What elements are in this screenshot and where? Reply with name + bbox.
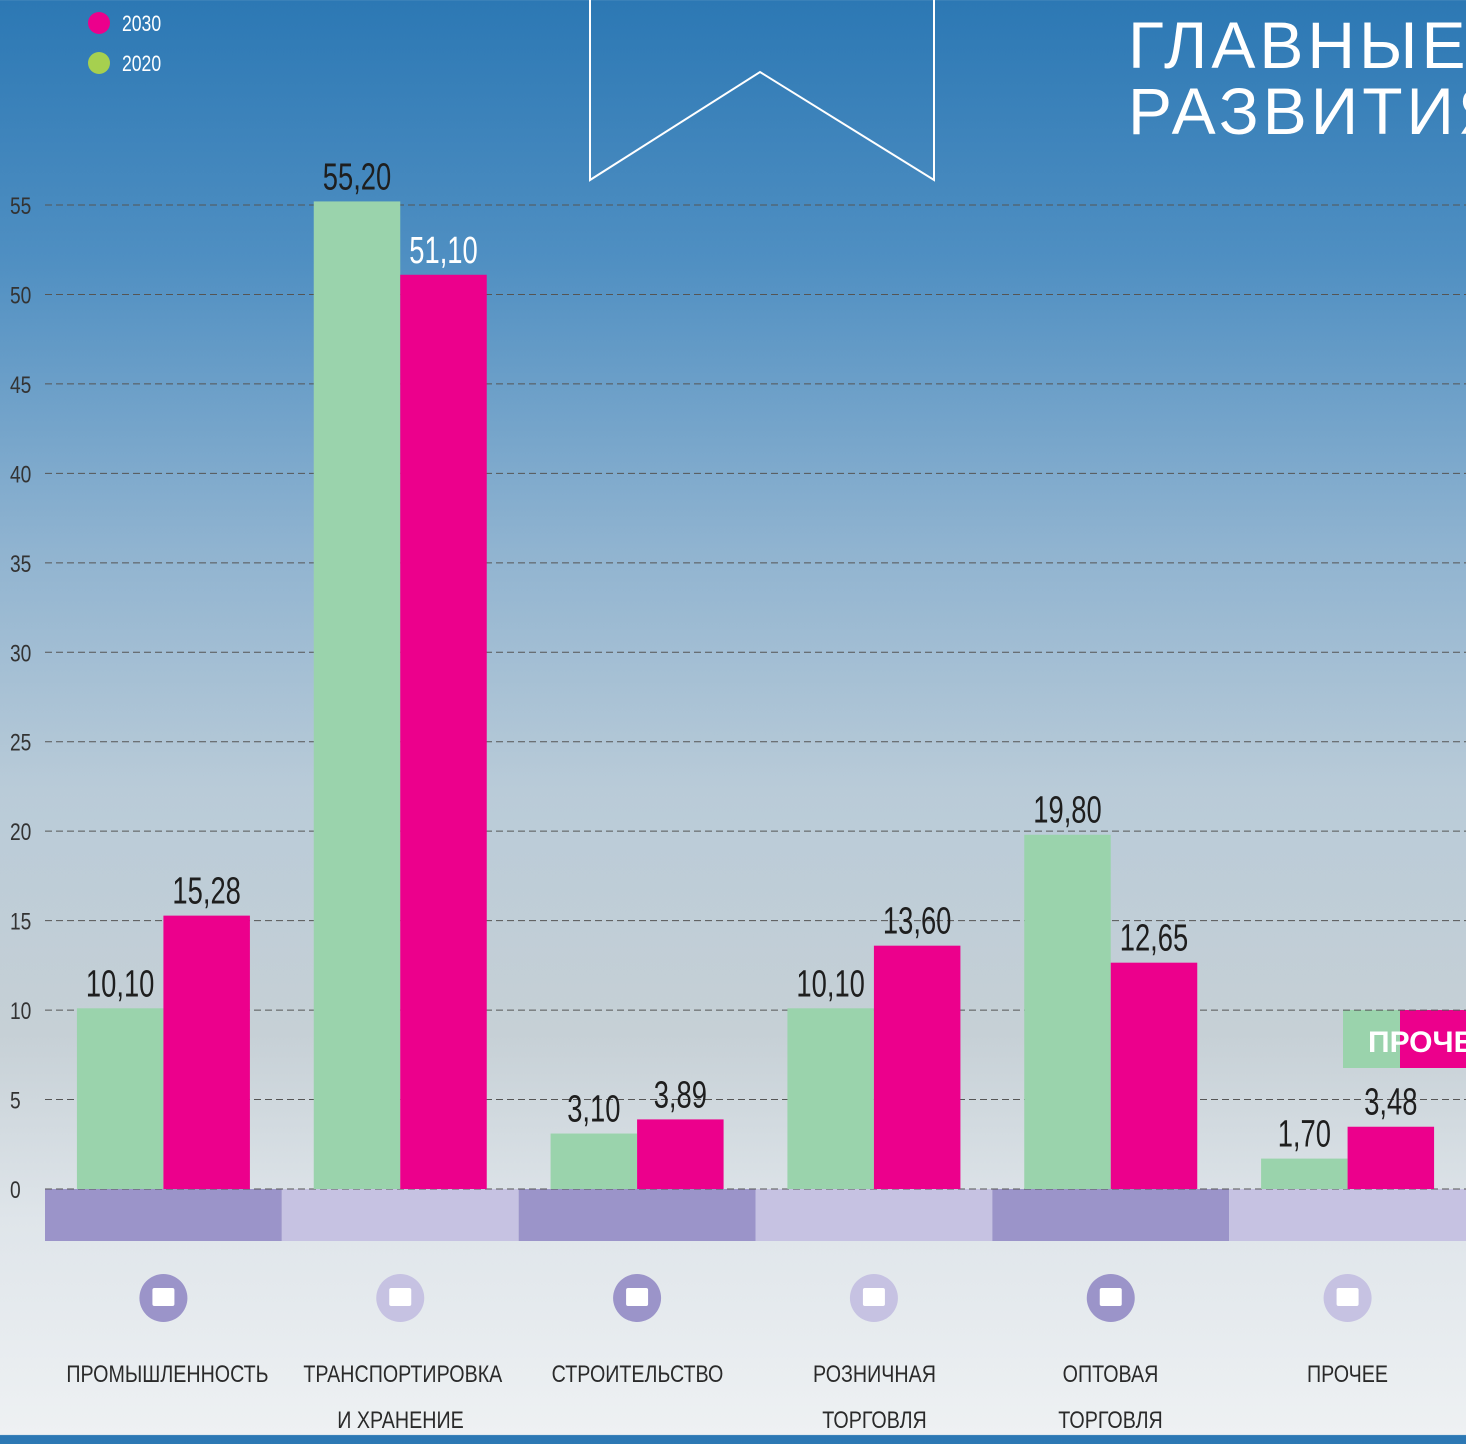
chart: ПРОЧЕЕ 0 5 10 15 20 25 30 35 40 45 50 55 10,10 55,20 3… [0,0,1466,1435]
value-label: 10,10 [86,963,154,1005]
category-icon-glyph [152,1288,174,1306]
category-strip [282,1189,519,1241]
page: ГЛАВНЫЕ РАЗВИТИЯ ПРОЧЕЕ 0510152025303540… [0,0,1466,1435]
x-tick-label: ПРОЧЕЕ [1250,1352,1444,1398]
x-tick-label: ТРАНСПОРТИРОВКА И ХРАНЕНИЕ [303,1352,497,1444]
bar [400,275,487,1189]
x-tick-label: РОЗНИЧНАЯ ТОРГОВЛЯ [777,1352,971,1444]
value-label: 19,80 [1033,789,1101,831]
category-strip [1229,1189,1466,1241]
value-label: 1,70 [1278,1113,1331,1155]
decor-shield [590,0,934,180]
y-tick-label: 0 [10,1176,21,1204]
bar [874,946,961,1189]
value-label: 15,28 [172,870,240,912]
category-icon-glyph [389,1288,411,1306]
bar [77,1008,163,1189]
category-strip [45,1189,282,1241]
category-icon-glyph [1100,1288,1122,1306]
y-tick-label: 20 [10,818,31,846]
bar [637,1119,724,1189]
y-tick-label: 40 [10,460,31,488]
value-label: 51,10 [409,229,477,271]
category-strip [519,1189,756,1241]
bar [314,201,401,1189]
annotation: ПРОЧЕЕ [1368,1026,1466,1059]
bar [787,1008,874,1189]
x-tick-label: СТРОИТЕЛЬСТВО [540,1352,734,1398]
y-tick-label: 50 [10,281,31,309]
value-label: 3,48 [1364,1081,1417,1123]
y-tick-label: 30 [10,639,31,667]
y-tick-label: 10 [10,997,31,1025]
value-label: 3,10 [567,1088,620,1130]
y-tick-label: 35 [10,550,31,578]
x-tick-label: ПРОМЫШЛЕННОСТЬ [66,1352,260,1398]
y-tick-label: 15 [10,908,31,936]
legend-marker [88,52,110,74]
value-label: 10,10 [796,963,864,1005]
value-label: 3,89 [654,1074,707,1116]
bar [1348,1127,1435,1189]
legend-label: 2030 [122,12,161,36]
legend-label: 2020 [122,52,161,76]
category-strip [992,1189,1229,1241]
bar [163,916,250,1189]
y-tick-label: 55 [10,192,31,220]
bar [551,1134,638,1189]
category-icon-glyph [1337,1288,1359,1306]
x-tick-label: ОПТОВАЯ ТОРГОВЛЯ [1014,1352,1208,1444]
y-tick-label: 45 [10,371,31,399]
category-icon-glyph [626,1288,648,1306]
category-icon-glyph [863,1288,885,1306]
bar [1111,963,1198,1189]
y-tick-label: 25 [10,729,31,757]
legend-marker [88,12,110,34]
category-strip [756,1189,993,1241]
value-label: 13,60 [883,900,951,942]
y-tick-label: 5 [10,1086,21,1114]
value-label: 55,20 [323,156,391,198]
value-label: 12,65 [1120,917,1188,959]
bar [1261,1159,1348,1189]
bar [1024,835,1111,1189]
